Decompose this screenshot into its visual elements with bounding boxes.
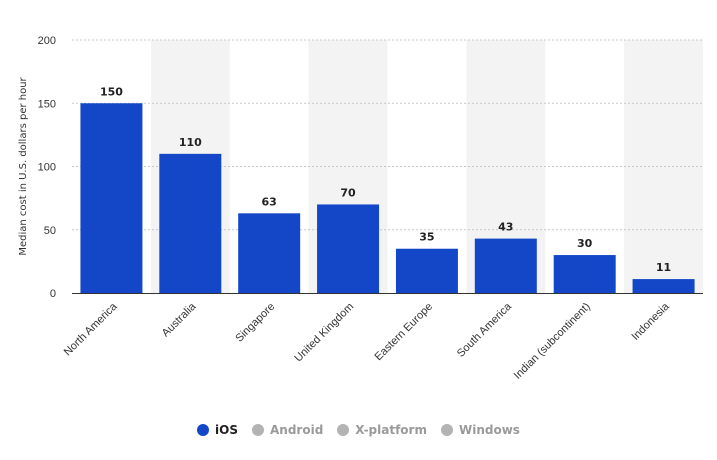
legend-item-windows[interactable]: Windows [440, 423, 520, 437]
legend-label: Windows [458, 423, 520, 437]
data-label: 43 [498, 221, 513, 234]
x-tick-label: Indian (subcontinent) [512, 301, 593, 382]
legend-label: iOS [215, 423, 238, 437]
y-tick-label: 150 [38, 98, 56, 110]
y-tick-label: 100 [38, 162, 56, 174]
legend-dot-icon [197, 424, 210, 436]
data-labels: 150 110 63 70 35 43 30 11 [100, 85, 671, 274]
legend-dot-icon [440, 424, 453, 436]
y-axis-title: Median cost in U.S. dollars per hour [18, 76, 29, 255]
legend-label: X-platform [355, 423, 427, 437]
bar[interactable] [474, 238, 537, 293]
y-axis-ticks: 0 50 100 150 200 [38, 35, 56, 300]
y-tick-label: 0 [50, 288, 56, 300]
bar[interactable] [553, 255, 616, 293]
legend-dot-icon [337, 424, 350, 436]
x-tick-label: Australia [160, 300, 199, 339]
legend-item-ios[interactable]: iOS [197, 423, 238, 437]
bar[interactable] [159, 153, 222, 293]
x-tick-label: South America [455, 300, 515, 360]
data-label: 150 [100, 85, 123, 98]
y-tick-label: 200 [38, 35, 56, 47]
data-label: 70 [340, 186, 356, 199]
x-tick-label: Singapore [233, 301, 277, 345]
data-label: 30 [577, 237, 593, 250]
legend: iOS Android X-platform Windows [0, 420, 717, 440]
data-label: 110 [179, 136, 202, 149]
data-label: 11 [656, 261, 671, 274]
category-band [624, 40, 703, 293]
x-tick-label: United Kingdom [292, 301, 356, 365]
legend-item-android[interactable]: Android [252, 423, 323, 437]
bar[interactable] [632, 279, 695, 293]
legend-dot-icon [252, 424, 264, 436]
bar[interactable] [395, 248, 458, 293]
data-label: 35 [419, 231, 434, 244]
legend-label: Android [270, 423, 324, 437]
bar[interactable] [238, 213, 301, 293]
x-tick-label: Indonesia [629, 300, 672, 343]
bar[interactable] [80, 103, 143, 293]
y-tick-label: 50 [44, 225, 56, 237]
bars [80, 103, 695, 293]
x-axis-labels: North America Australia Singapore United Ki… [62, 300, 673, 382]
x-tick-label: North America [62, 300, 120, 358]
legend-item-x-platform[interactable]: X-platform [337, 423, 427, 437]
bar[interactable] [317, 204, 380, 293]
x-tick-label: Eastern Europe [373, 301, 436, 364]
data-label: 63 [262, 195, 277, 208]
